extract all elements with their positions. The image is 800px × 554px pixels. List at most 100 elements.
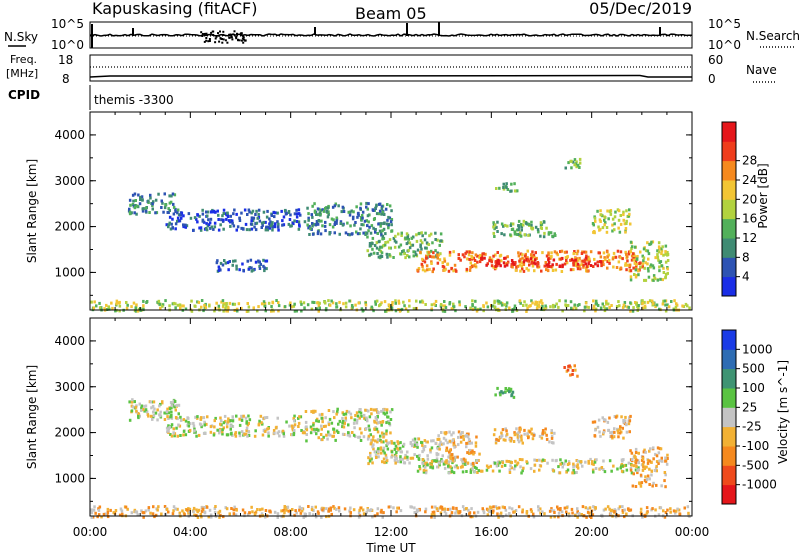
echo-cell: [154, 411, 158, 415]
echo-cell: [526, 258, 530, 262]
echo-cell: [655, 454, 659, 458]
echo-cell: [260, 421, 263, 425]
echo-cell: [329, 506, 333, 510]
echo-cell: [165, 507, 169, 511]
echo-cell: [656, 255, 660, 259]
echo-cell: [629, 468, 633, 472]
colorbar-tick-label: -500: [742, 458, 769, 472]
echo-cell: [196, 220, 199, 224]
echo-cell: [644, 480, 648, 484]
echo-cell: [589, 264, 593, 267]
echo-cell: [213, 225, 217, 229]
echo-cell: [609, 512, 612, 515]
echo-cell: [401, 250, 404, 253]
echo-cell: [131, 398, 134, 402]
echo-cell: [373, 419, 376, 423]
echo-cell: [192, 510, 195, 514]
y-tick-label: 1000: [54, 265, 85, 279]
echo-cell: [650, 460, 653, 464]
echo-cell: [429, 249, 433, 253]
echo-cell: [648, 242, 651, 246]
echo-cell: [511, 390, 515, 394]
echo-cell: [234, 434, 238, 438]
echo-cell: [450, 513, 453, 517]
echo-cell: [97, 513, 101, 517]
echo-cell: [516, 438, 520, 442]
echo-cell: [331, 434, 334, 438]
echo-cell: [486, 305, 490, 309]
echo-cell: [295, 309, 298, 313]
echo-cell: [456, 510, 460, 513]
echo-cell: [573, 250, 576, 253]
echo-cell: [426, 250, 429, 254]
echo-cell: [179, 418, 183, 422]
echo-cell: [154, 211, 157, 215]
echo-cell: [620, 469, 624, 473]
echo-cell: [614, 515, 618, 519]
echo-cell: [612, 251, 616, 255]
echo-cell: [520, 261, 523, 265]
echo-cell: [334, 438, 337, 442]
echo-cell: [376, 438, 380, 442]
echo-cell: [509, 233, 512, 237]
echo-cell: [519, 301, 522, 305]
echo-cell: [332, 427, 336, 431]
echo-cell: [163, 411, 166, 415]
echo-cell: [498, 461, 501, 465]
echo-cell: [453, 263, 457, 267]
echo-cell: [282, 215, 286, 219]
y-tick-label: 4000: [54, 334, 85, 348]
echo-cell: [312, 410, 315, 414]
echo-cell: [450, 470, 454, 473]
echo-cell: [271, 225, 274, 229]
echo-cell: [469, 515, 472, 519]
echo-cell: [317, 511, 320, 515]
echo-cell: [187, 511, 190, 515]
echo-cell: [328, 507, 331, 511]
echo-cell: [286, 505, 290, 509]
echo-cell: [476, 254, 479, 258]
echo-cell: [366, 249, 369, 253]
echo-cell: [293, 429, 296, 432]
echo-cell: [377, 222, 380, 226]
nsky-scatter-point: [233, 30, 236, 33]
echo-cell: [615, 305, 619, 308]
echo-cell: [406, 233, 410, 237]
echo-cell: [358, 410, 361, 414]
echo-cell: [218, 515, 221, 519]
echo-cell: [513, 467, 516, 471]
echo-cell: [613, 228, 616, 232]
echo-cell: [379, 222, 382, 226]
echo-cell: [662, 299, 665, 303]
echo-cell: [511, 265, 514, 269]
echo-cell: [320, 219, 323, 223]
echo-cell: [389, 418, 393, 421]
echo-cell: [242, 227, 245, 231]
echo-cell: [647, 269, 650, 273]
echo-cell: [632, 257, 635, 260]
echo-cell: [379, 510, 383, 514]
echo-cell: [554, 268, 558, 272]
echo-cell: [443, 257, 446, 261]
echo-cell: [421, 234, 424, 238]
echo-cell: [531, 254, 534, 258]
echo-cell: [293, 309, 297, 313]
echo-cell: [372, 226, 375, 230]
echo-cell: [341, 411, 344, 415]
echo-cell: [267, 427, 270, 431]
echo-cell: [371, 461, 374, 465]
echo-cell: [531, 437, 535, 441]
echo-cell: [357, 515, 361, 519]
echo-cell: [517, 254, 521, 258]
echo-cell: [510, 436, 513, 440]
echo-cell: [498, 186, 501, 190]
echo-cell: [482, 304, 485, 308]
echo-cell: [617, 260, 621, 264]
echo-cell: [152, 200, 155, 204]
echo-cell: [539, 507, 542, 511]
echo-cell: [651, 484, 654, 488]
echo-cell: [657, 258, 660, 262]
echo-cell: [508, 471, 512, 474]
echo-cell: [438, 437, 441, 441]
